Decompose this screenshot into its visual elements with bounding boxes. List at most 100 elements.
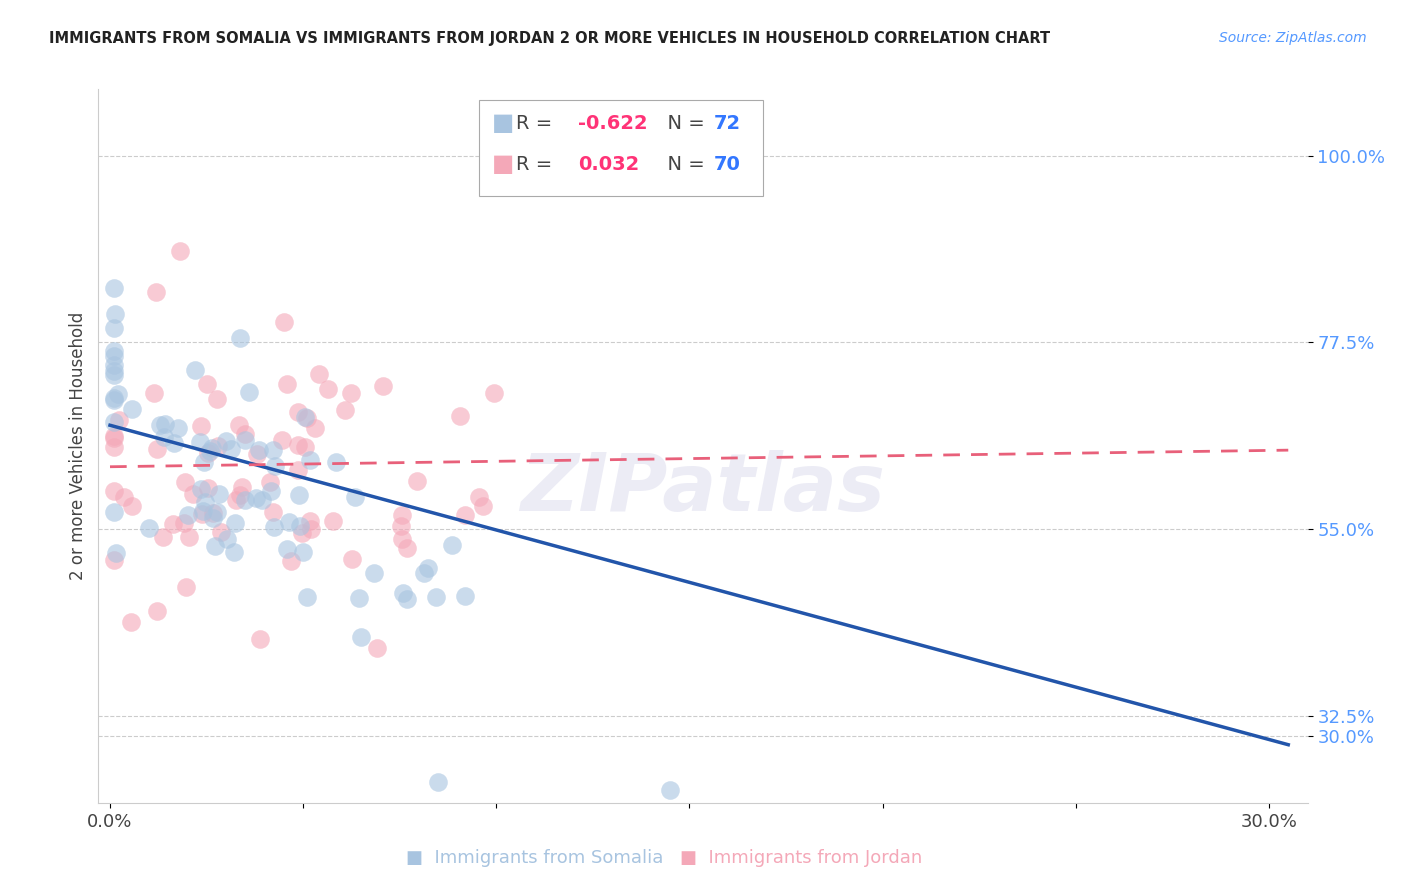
Point — [288, 519, 311, 533]
Point — [260, 484, 283, 499]
Point — [198, 444, 221, 458]
Point — [263, 520, 285, 534]
Point — [193, 455, 215, 469]
Point — [262, 505, 284, 519]
Point — [197, 481, 219, 495]
Point — [350, 630, 373, 644]
Point — [166, 421, 188, 435]
Point — [391, 532, 413, 546]
Point — [472, 500, 495, 514]
Point — [201, 506, 224, 520]
Text: -0.622: -0.622 — [578, 114, 648, 133]
Point — [201, 441, 224, 455]
Point — [276, 376, 298, 391]
Point — [304, 421, 326, 435]
Text: R =: R = — [516, 154, 564, 174]
Point — [120, 615, 142, 630]
Point — [149, 418, 172, 433]
Point — [174, 581, 197, 595]
Point — [659, 783, 682, 797]
Point — [316, 382, 339, 396]
Point — [181, 487, 204, 501]
Point — [152, 430, 174, 444]
FancyBboxPatch shape — [479, 100, 763, 196]
Point — [405, 474, 427, 488]
Point — [194, 495, 217, 509]
Point — [449, 409, 471, 424]
Text: ■: ■ — [492, 153, 513, 176]
Point — [441, 538, 464, 552]
Point — [229, 331, 252, 345]
Point — [215, 532, 238, 546]
Point — [103, 349, 125, 363]
Point — [173, 516, 195, 531]
Point — [107, 387, 129, 401]
Point — [103, 441, 125, 455]
Point — [295, 590, 318, 604]
Point — [108, 413, 131, 427]
Point — [308, 368, 330, 382]
Point — [179, 530, 201, 544]
Point — [103, 343, 125, 358]
Point — [294, 440, 316, 454]
Point — [229, 488, 252, 502]
Point — [233, 427, 256, 442]
Point — [280, 554, 302, 568]
Point — [153, 417, 176, 431]
Point — [427, 775, 450, 789]
Point — [347, 591, 370, 605]
Point — [299, 514, 322, 528]
Point — [190, 419, 212, 434]
Point — [197, 445, 219, 459]
Point — [193, 504, 215, 518]
Point — [389, 518, 412, 533]
Text: Source: ZipAtlas.com: Source: ZipAtlas.com — [1219, 31, 1367, 45]
Point — [340, 385, 363, 400]
Point — [121, 402, 143, 417]
Point — [484, 385, 506, 400]
Point — [363, 566, 385, 580]
Point — [247, 443, 270, 458]
Point — [425, 591, 447, 605]
Point — [103, 553, 125, 567]
Point — [224, 545, 246, 559]
Text: ■: ■ — [492, 112, 513, 136]
Point — [103, 431, 125, 445]
Point — [138, 521, 160, 535]
Point — [177, 508, 200, 523]
Point — [250, 493, 273, 508]
Point — [103, 281, 125, 295]
Point — [205, 505, 228, 519]
Point — [169, 244, 191, 258]
Point — [104, 307, 127, 321]
Point — [103, 358, 125, 372]
Point — [103, 429, 125, 443]
Text: ■  Immigrants from Somalia: ■ Immigrants from Somalia — [405, 849, 664, 867]
Point — [264, 458, 287, 473]
Point — [103, 364, 125, 378]
Point — [162, 516, 184, 531]
Point — [173, 475, 195, 489]
Point — [392, 585, 415, 599]
Point — [152, 530, 174, 544]
Point — [292, 545, 315, 559]
Point — [340, 551, 363, 566]
Point — [103, 392, 125, 407]
Point — [299, 522, 322, 536]
Point — [188, 434, 211, 449]
Point — [276, 542, 298, 557]
Point — [325, 455, 347, 469]
Text: 72: 72 — [714, 114, 741, 133]
Point — [294, 409, 316, 424]
Point — [201, 511, 224, 525]
Point — [259, 475, 281, 489]
Point — [299, 453, 322, 467]
Point — [271, 434, 294, 448]
Y-axis label: 2 or more Vehicles in Household: 2 or more Vehicles in Household — [69, 312, 87, 580]
Point — [249, 632, 271, 647]
Point — [396, 541, 419, 555]
Point — [245, 491, 267, 505]
Point — [454, 589, 477, 603]
Text: ■  Immigrants from Jordan: ■ Immigrants from Jordan — [681, 849, 922, 867]
Point — [333, 402, 356, 417]
